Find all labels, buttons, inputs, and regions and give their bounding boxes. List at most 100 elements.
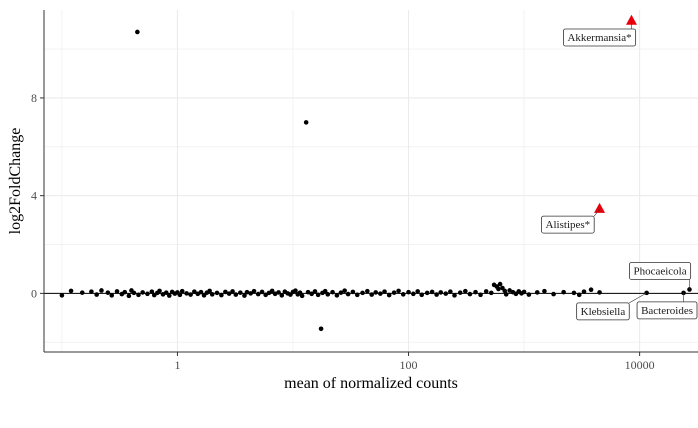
data-point — [293, 288, 298, 293]
data-point — [166, 293, 172, 298]
data-point — [279, 293, 285, 298]
data-point — [588, 287, 594, 293]
data-point — [534, 290, 540, 295]
data-point — [597, 290, 602, 295]
x-axis-label: mean of normalized counts — [284, 375, 458, 392]
data-point — [79, 290, 85, 295]
gene-label: Bacteroides — [636, 292, 698, 320]
data-point — [219, 292, 224, 298]
grid-major — [44, 10, 698, 352]
data-point — [443, 291, 449, 296]
data-point — [135, 29, 140, 35]
data-point — [315, 292, 321, 298]
data-point — [99, 288, 104, 293]
data-point — [89, 289, 94, 294]
data-point — [209, 292, 215, 297]
gene-label-text: Phocaeicola — [633, 265, 686, 277]
data-point — [369, 292, 375, 297]
data-point — [140, 290, 145, 295]
data-point — [419, 292, 425, 298]
data-point — [198, 289, 204, 295]
data-point — [342, 288, 347, 293]
gene-label-text: Klebsiella — [581, 306, 626, 318]
data-point — [207, 288, 212, 294]
data-point — [272, 291, 278, 297]
gene-label-text: Alistipes* — [546, 219, 591, 231]
data-point — [114, 289, 120, 294]
data-point — [406, 289, 411, 295]
data-point — [255, 291, 261, 297]
data-point — [122, 289, 128, 295]
data-point — [382, 289, 387, 294]
data-point — [542, 288, 547, 294]
data-point — [391, 290, 397, 295]
gene-label: Klebsiella — [576, 292, 647, 321]
data-point — [233, 292, 239, 297]
data-point — [131, 290, 137, 296]
data-point — [473, 289, 478, 295]
data-point — [276, 290, 281, 295]
data-point — [226, 291, 232, 296]
significant-point — [625, 14, 637, 25]
data-point — [434, 292, 439, 297]
data-point — [269, 288, 275, 294]
data-point — [526, 292, 532, 297]
data-point — [223, 289, 228, 295]
data-point — [309, 291, 314, 297]
data-point — [201, 293, 207, 298]
data-point — [325, 292, 331, 297]
gene-label-box — [636, 301, 698, 320]
data-point — [322, 288, 328, 294]
data-point — [576, 292, 582, 298]
gene-label-leader — [593, 208, 600, 217]
gene-labels: Akkermansia* Alistipes* Phocaeicola Klebsie… — [541, 20, 698, 321]
data-point — [496, 286, 501, 292]
data-point — [581, 289, 587, 294]
data-point — [571, 290, 577, 296]
data-point — [429, 289, 435, 295]
data-point — [400, 292, 406, 297]
data-point — [488, 290, 494, 296]
gene-label: Phocaeicola — [629, 262, 692, 290]
data-point — [126, 293, 132, 299]
data-point — [136, 292, 141, 298]
gene-label-box — [541, 215, 595, 234]
x-tick-label: 1 — [174, 358, 180, 372]
data-point — [411, 291, 416, 297]
data-point — [177, 292, 183, 298]
data-point — [105, 290, 111, 295]
y-axis-label: log2FoldChange — [7, 128, 24, 235]
data-point — [303, 120, 309, 125]
data-point — [238, 290, 243, 295]
data-point — [305, 289, 311, 295]
data-point — [59, 293, 65, 298]
data-point — [163, 290, 169, 295]
data-point — [386, 292, 392, 298]
y-tick-label: 0 — [31, 286, 37, 300]
data-point — [438, 290, 444, 295]
gene-label: Akkermansia* — [563, 20, 637, 47]
data-point — [687, 287, 692, 292]
data-point — [230, 289, 235, 294]
gene-label: Alistipes* — [541, 208, 600, 234]
data-point — [521, 289, 527, 295]
x-tick-label: 100 — [400, 358, 418, 372]
significant-point — [594, 202, 606, 213]
data-points — [59, 14, 692, 332]
data-point — [365, 288, 370, 294]
gene-label-box — [629, 262, 692, 280]
data-point — [467, 291, 473, 297]
data-point — [248, 291, 253, 296]
data-point — [483, 289, 489, 294]
x-tick-label: 10000 — [625, 358, 655, 372]
y-tick-label: 8 — [31, 91, 37, 105]
y-tick-label: 4 — [31, 189, 37, 203]
gene-label-text: Bacteroides — [641, 305, 693, 317]
data-point — [354, 292, 360, 298]
data-point — [561, 289, 566, 295]
data-point — [145, 291, 150, 297]
data-point — [378, 291, 383, 296]
data-point — [157, 288, 162, 294]
data-point — [184, 291, 189, 296]
